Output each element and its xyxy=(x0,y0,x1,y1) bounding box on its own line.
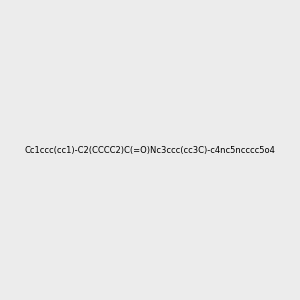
Text: Cc1ccc(cc1)-C2(CCCC2)C(=O)Nc3ccc(cc3C)-c4nc5ncccc5o4: Cc1ccc(cc1)-C2(CCCC2)C(=O)Nc3ccc(cc3C)-c… xyxy=(25,146,275,154)
